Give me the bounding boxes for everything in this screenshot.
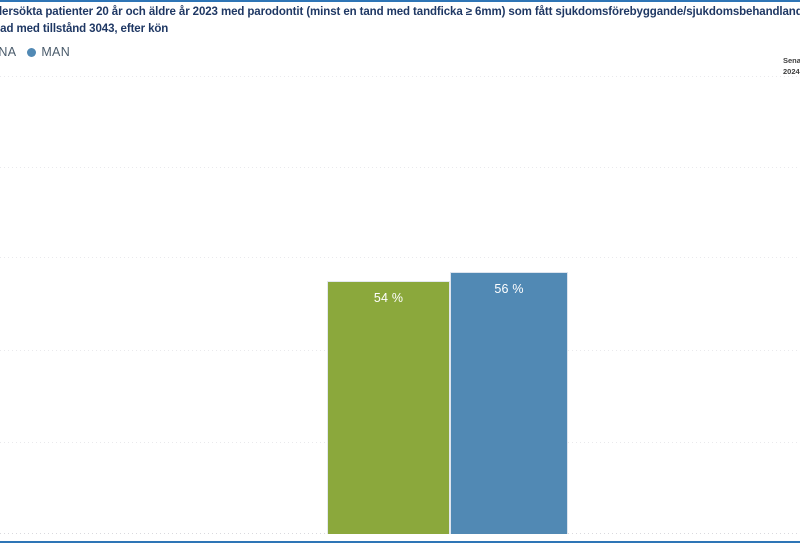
legend-dot-man-icon	[27, 47, 37, 57]
gridline-80	[0, 167, 800, 168]
chart-title: Undersökta patienter 20 år och äldre år …	[0, 4, 800, 37]
bar-kvinna[interactable]: 54 %	[327, 281, 450, 534]
legend-item-kvinna[interactable]: KVINNA	[0, 45, 16, 59]
legend-label-kvinna: KVINNA	[0, 45, 17, 59]
chart-title-line-2: kodad med tillstånd 3043, efter kön	[0, 23, 169, 35]
last-updated-label: Senast uppdaterad	[783, 56, 800, 65]
bar-man[interactable]: 56 %	[450, 272, 568, 534]
last-updated-stamp: Senast uppdaterad 2024-06-17	[783, 55, 800, 77]
gridline-100	[0, 76, 800, 77]
bar-label-kvinna: 54 %	[373, 291, 404, 305]
page-top-rule	[0, 0, 800, 2]
page-bottom-rule	[0, 541, 800, 543]
bar-label-man: 56 %	[494, 282, 524, 296]
chart-legend: KVINNA MAN	[0, 45, 70, 59]
legend-label-man: MAN	[41, 45, 71, 59]
chart-title-line-1: Undersökta patienter 20 år och äldre år …	[0, 6, 800, 18]
gridline-60	[0, 257, 800, 258]
legend-item-man[interactable]: MAN	[27, 45, 70, 59]
last-updated-value: 2024-06-17	[783, 67, 800, 76]
